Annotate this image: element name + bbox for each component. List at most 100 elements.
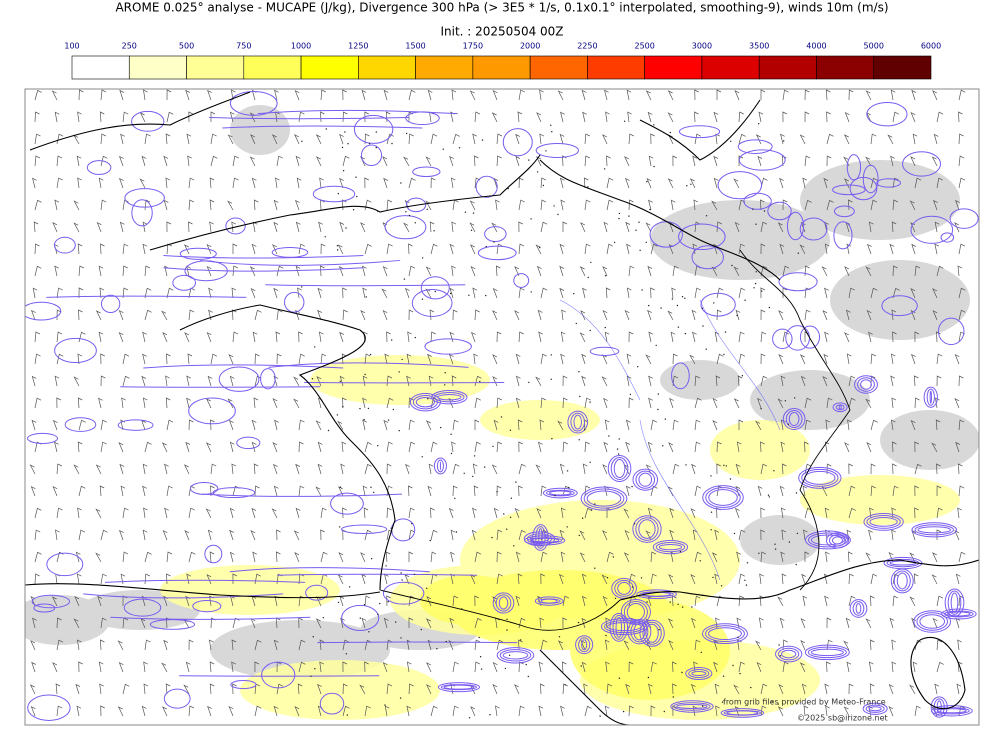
divergence-contour [540,598,558,604]
station-dot [647,676,650,679]
wind-barb [298,353,305,365]
station-dot [721,701,724,703]
station-dot [658,629,660,631]
divergence-contour [833,205,855,218]
wind-barb [254,375,262,387]
wind-barb [384,705,390,717]
wind-barb [539,617,545,629]
wind-barb [824,683,830,695]
wind-barb [539,419,545,431]
wind-barb [645,464,652,475]
divergence-contour [110,616,311,620]
station-dot [777,703,779,705]
divergence-contour [639,619,665,647]
wind-barb [100,243,105,255]
wind-barb [582,463,588,475]
wind-barb [34,89,42,101]
wind-barb [782,331,789,343]
station-dot [736,314,738,317]
wind-barb [584,155,590,167]
wind-barb [165,375,170,387]
wind-barb [539,133,544,145]
station-dot [461,608,463,610]
wind-barb [30,640,36,651]
wind-barb [274,89,279,101]
divergence-contour [670,700,714,713]
divergence-contour [645,623,659,643]
wind-barb [539,89,544,101]
colorbar-swatch [529,55,588,80]
station-dot [713,302,715,304]
divergence-contour [778,272,818,292]
divergence-contour [868,706,882,712]
wind-barb [716,221,722,233]
station-dot [450,452,453,455]
divergence-contour [192,599,222,613]
wind-barb [557,420,564,431]
wind-barb [672,419,679,431]
wind-barb [188,551,196,563]
divergence-contour [484,226,507,242]
station-dot [723,353,725,356]
wind-barb [273,485,279,497]
wind-barb [822,310,828,321]
wind-barb [382,309,388,321]
wind-barb [142,529,148,541]
wind-barb [584,243,591,255]
wind-barb [865,398,872,409]
wind-barb [430,441,438,453]
wind-barb [936,265,944,277]
wind-barb [78,529,86,541]
wind-barb [342,705,350,717]
wind-barb [229,551,235,563]
station-dot [739,672,741,675]
wind-barb [803,529,808,541]
wind-barb [319,177,324,189]
wind-barb [141,155,147,167]
wind-barb [650,133,655,145]
wind-barb [870,287,878,299]
wind-barb [231,639,237,651]
station-dot [787,423,789,425]
wind-barb [672,155,678,167]
wind-barb [100,617,107,629]
station-dot [583,429,586,431]
wind-barb [913,573,919,585]
station-dot [635,229,637,231]
wind-barb [100,199,107,211]
wind-barb [139,112,146,123]
wind-barb [737,375,743,387]
wind-barb [694,397,702,409]
divergence-contour [866,515,901,529]
divergence-contour [949,208,979,229]
wind-barb [364,177,369,189]
colorbar-swatch [415,55,474,80]
station-dot [341,146,344,149]
wind-barb [295,507,301,519]
wind-barb [408,309,414,321]
wind-barb [780,441,786,453]
wind-barb [650,661,657,673]
wind-barb [518,177,524,189]
wind-barb [76,573,82,585]
wind-barb [276,265,284,277]
wind-barb [758,617,764,629]
wind-barb [756,661,762,673]
colorbar-swatch [816,55,875,80]
wind-barb [183,244,190,255]
station-dot [580,665,582,667]
station-dot [363,418,365,421]
divergence-contour [222,125,423,129]
wind-barb [227,398,234,409]
wind-barb [100,353,105,365]
wind-barb [474,595,479,607]
divergence-contour [914,524,954,536]
wind-barb [713,243,718,255]
station-dot [468,294,470,296]
wind-barb [76,155,82,167]
wind-barb [56,155,63,167]
divergence-contour [260,368,276,390]
wind-barb [866,309,872,321]
station-dot [732,664,734,667]
wind-barb [647,111,653,123]
